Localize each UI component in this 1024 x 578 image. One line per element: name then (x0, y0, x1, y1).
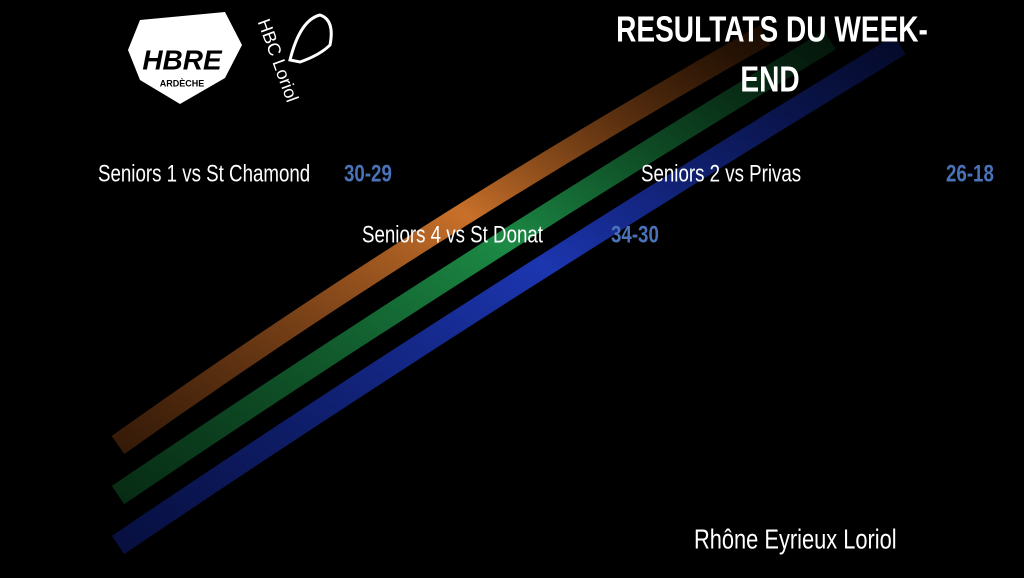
title-line: RESULTATS DU WEEK- (616, 9, 928, 49)
logo-drawing (288, 13, 333, 64)
match-label: Seniors 2 vs Privas (641, 160, 801, 187)
logo-text: HBRE (142, 44, 223, 75)
green-stripe (111, 30, 836, 505)
title: RESULTATS DU WEEK- END (616, 9, 928, 99)
hbre-logo: HBRE ARDÈCHE (128, 12, 242, 104)
logo-subtext: ARDÈCHE (160, 78, 205, 88)
match-score: 34-30 (611, 221, 659, 248)
logo-shield (128, 12, 242, 104)
match-score: 30-29 (344, 160, 392, 187)
match-score: 26-18 (946, 160, 994, 187)
footer: Rhône Eyrieux Loriol (694, 524, 897, 555)
results: Seniors 1 vs St Chamond 30-29 Seniors 2 vs… (98, 160, 994, 248)
blue-stripe (111, 35, 906, 555)
match-label: Seniors 1 vs St Chamond (98, 160, 310, 187)
match-label: Seniors 4 vs St Donat (362, 221, 543, 248)
orange-stripe (111, 25, 771, 454)
title-line: END (740, 59, 799, 99)
